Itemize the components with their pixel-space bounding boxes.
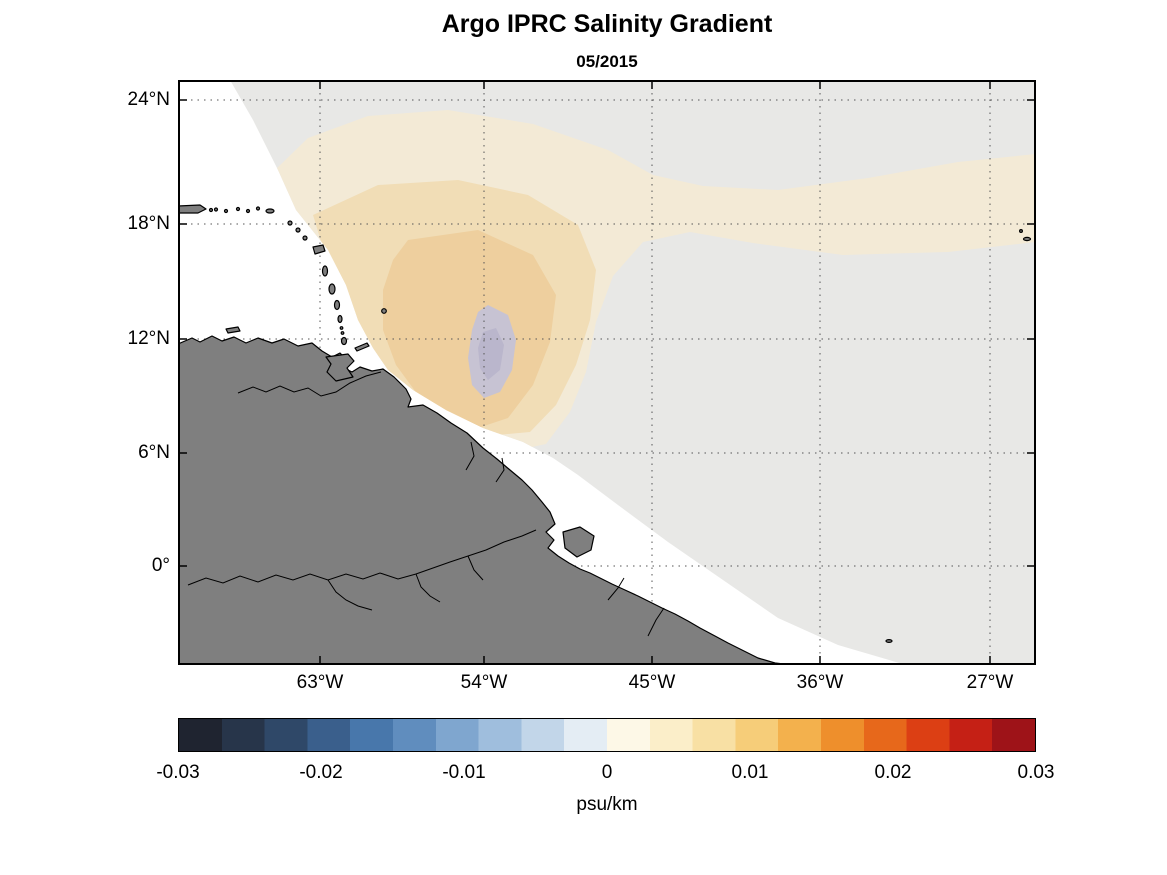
- trinidad-island: [325, 353, 355, 382]
- x-tick-label: 27°W: [966, 672, 1014, 693]
- land-masses: [178, 204, 1032, 665]
- map-plot: [178, 80, 1036, 665]
- y-tick-label: 12°N: [127, 328, 170, 349]
- cape-verde-islet: [1022, 236, 1032, 242]
- colorbar-tick-label: -0.03: [156, 762, 200, 783]
- figure-title: Argo IPRC Salinity Gradient: [441, 10, 773, 38]
- plot-frame: [178, 80, 1036, 665]
- y-tick-label: 0°: [151, 555, 170, 576]
- barbados-island: [381, 308, 387, 314]
- st-lucia-island: [333, 299, 341, 311]
- colorbar-gradient: [179, 719, 1035, 751]
- y-tick-label: 18°N: [127, 213, 170, 234]
- rivers: [187, 371, 665, 637]
- colorbar-tick-label: 0: [601, 762, 613, 783]
- island-dot: [339, 326, 344, 330]
- colorbar-tick-label: 0.02: [874, 762, 912, 783]
- island-dot: [255, 206, 261, 211]
- island-dot: [213, 207, 219, 212]
- colorbar-tick-label: -0.02: [299, 762, 343, 783]
- colorbar-tick-label: -0.01: [442, 762, 486, 783]
- island-dot: [340, 331, 345, 335]
- puerto-rico-edge: [178, 204, 207, 214]
- island-dot: [245, 208, 251, 214]
- guadeloupe-island: [312, 244, 326, 255]
- colorbar: [178, 718, 1036, 752]
- figure-subtitle: 05/2015: [576, 52, 638, 71]
- colorbar-tick-label: 0.03: [1017, 762, 1055, 783]
- dominica-island: [321, 265, 329, 277]
- island-dot: [287, 220, 293, 226]
- island-dot: [223, 208, 229, 214]
- martinique-island: [328, 283, 336, 295]
- grenada-island: [340, 336, 348, 346]
- island-dot: [208, 207, 214, 213]
- amazon-river: [187, 529, 537, 586]
- south-america-mainland: [178, 335, 793, 665]
- tobago-island: [354, 342, 370, 352]
- river-branch: [607, 577, 625, 601]
- x-tick-label: 45°W: [628, 672, 676, 693]
- island-dot: [265, 208, 275, 214]
- island-dot: [302, 235, 308, 241]
- lesser-antilles-islands: [208, 206, 387, 346]
- colorbar-unit-label: psu/km: [576, 794, 638, 815]
- x-tick-label: 36°W: [796, 672, 844, 693]
- river-branch: [327, 579, 373, 611]
- x-tick-label: 54°W: [460, 672, 508, 693]
- x-tick-label: 63°W: [296, 672, 344, 693]
- fernando-de-noronha-islet: [885, 638, 893, 643]
- y-tick-label: 24°N: [127, 89, 170, 110]
- river-branch: [465, 441, 475, 471]
- river-branch: [467, 555, 484, 581]
- marajo-island: [562, 526, 595, 558]
- river-branch: [647, 607, 665, 637]
- island-dot: [295, 227, 301, 233]
- y-tick-label: 6°N: [138, 442, 170, 463]
- margarita-island: [225, 326, 241, 334]
- orinoco-river: [237, 371, 382, 397]
- cape-verde-islet: [1018, 229, 1023, 234]
- island-dot: [235, 206, 241, 212]
- river-branch: [495, 457, 505, 483]
- st-vincent-island: [337, 314, 343, 324]
- colorbar-tick-label: 0.01: [731, 762, 769, 783]
- river-branch: [415, 573, 441, 603]
- contour-level-positive-3: [383, 230, 556, 428]
